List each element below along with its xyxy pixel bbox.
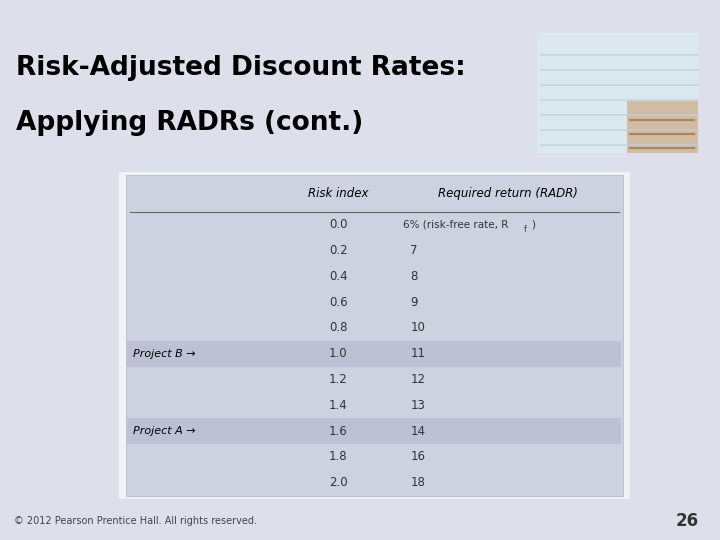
Text: 1.8: 1.8 (329, 450, 348, 463)
Text: Risk-Adjusted Discount Rates:: Risk-Adjusted Discount Rates: (16, 55, 466, 80)
Text: Project A →: Project A → (133, 426, 196, 436)
Text: Applying RADRs (cont.): Applying RADRs (cont.) (16, 110, 363, 136)
Text: 10: 10 (410, 321, 426, 334)
Text: Required return (RADR): Required return (RADR) (438, 187, 577, 200)
Text: 1.0: 1.0 (329, 347, 348, 360)
Text: 0.0: 0.0 (329, 218, 348, 231)
Text: © 2012 Pearson Prentice Hall. All rights reserved.: © 2012 Pearson Prentice Hall. All rights… (14, 516, 258, 526)
Text: f: f (523, 225, 526, 234)
Text: 1.6: 1.6 (329, 424, 348, 437)
Text: 26: 26 (675, 512, 698, 530)
Text: Risk index: Risk index (308, 187, 369, 200)
Bar (626, 102, 698, 153)
Text: 0.8: 0.8 (329, 321, 348, 334)
Text: 8: 8 (410, 270, 418, 283)
Text: 1.4: 1.4 (329, 399, 348, 412)
Text: 14: 14 (410, 424, 426, 437)
Text: Project B →: Project B → (133, 349, 196, 359)
Text: 18: 18 (410, 476, 426, 489)
Text: 6% (risk-free rate, R: 6% (risk-free rate, R (403, 220, 508, 229)
Text: 11: 11 (410, 347, 426, 360)
Text: 7: 7 (410, 244, 418, 257)
Text: ): ) (531, 220, 536, 229)
Text: 0.2: 0.2 (329, 244, 348, 257)
Text: 16: 16 (410, 450, 426, 463)
Text: 2.0: 2.0 (329, 476, 348, 489)
Text: 1.2: 1.2 (329, 373, 348, 386)
Text: 12: 12 (410, 373, 426, 386)
Text: 13: 13 (410, 399, 426, 412)
Text: 9: 9 (410, 295, 418, 309)
Bar (127, 341, 621, 367)
Bar (127, 418, 621, 444)
Text: 0.6: 0.6 (329, 295, 348, 309)
Text: 0.4: 0.4 (329, 270, 348, 283)
